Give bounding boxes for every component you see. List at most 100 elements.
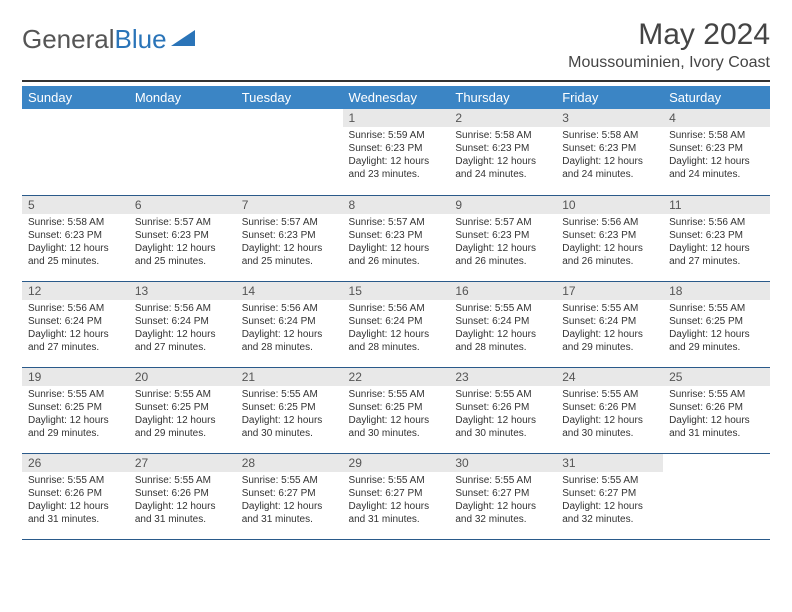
day-details: Sunrise: 5:55 AMSunset: 6:26 PMDaylight:… [129,472,236,530]
day-number: 20 [129,368,236,386]
day-number: 23 [449,368,556,386]
day-details: Sunrise: 5:55 AMSunset: 6:26 PMDaylight:… [449,386,556,444]
calendar-week-row: 5Sunrise: 5:58 AMSunset: 6:23 PMDaylight… [22,195,770,281]
day-number: 19 [22,368,129,386]
weekday-header: Friday [556,86,663,109]
calendar-day-cell: 23Sunrise: 5:55 AMSunset: 6:26 PMDayligh… [449,367,556,453]
day-number: 28 [236,454,343,472]
calendar-day-cell: 8Sunrise: 5:57 AMSunset: 6:23 PMDaylight… [343,195,450,281]
calendar-day-cell: 30Sunrise: 5:55 AMSunset: 6:27 PMDayligh… [449,453,556,539]
day-details: Sunrise: 5:55 AMSunset: 6:25 PMDaylight:… [343,386,450,444]
day-number: 15 [343,282,450,300]
calendar-day-cell: 13Sunrise: 5:56 AMSunset: 6:24 PMDayligh… [129,281,236,367]
day-number: 8 [343,196,450,214]
calendar-week-row: 26Sunrise: 5:55 AMSunset: 6:26 PMDayligh… [22,453,770,539]
day-details: Sunrise: 5:58 AMSunset: 6:23 PMDaylight:… [663,127,770,185]
day-details: Sunrise: 5:57 AMSunset: 6:23 PMDaylight:… [449,214,556,272]
calendar-day-cell: 18Sunrise: 5:55 AMSunset: 6:25 PMDayligh… [663,281,770,367]
day-details: Sunrise: 5:56 AMSunset: 6:24 PMDaylight:… [129,300,236,358]
calendar-day-cell [129,109,236,195]
day-details: Sunrise: 5:55 AMSunset: 6:27 PMDaylight:… [556,472,663,530]
location-label: Moussouminien, Ivory Coast [568,54,770,72]
day-number: 4 [663,109,770,127]
day-details: Sunrise: 5:55 AMSunset: 6:27 PMDaylight:… [236,472,343,530]
calendar-day-cell: 20Sunrise: 5:55 AMSunset: 6:25 PMDayligh… [129,367,236,453]
day-details: Sunrise: 5:55 AMSunset: 6:25 PMDaylight:… [663,300,770,358]
day-details: Sunrise: 5:55 AMSunset: 6:26 PMDaylight:… [663,386,770,444]
day-details: Sunrise: 5:55 AMSunset: 6:26 PMDaylight:… [22,472,129,530]
day-details: Sunrise: 5:56 AMSunset: 6:24 PMDaylight:… [236,300,343,358]
day-number: 27 [129,454,236,472]
day-details: Sunrise: 5:55 AMSunset: 6:27 PMDaylight:… [343,472,450,530]
day-number: 21 [236,368,343,386]
page-header: GeneralBlue May 2024 Moussouminien, Ivor… [22,18,770,72]
day-details: Sunrise: 5:56 AMSunset: 6:23 PMDaylight:… [556,214,663,272]
day-number: 29 [343,454,450,472]
weekday-header: Thursday [449,86,556,109]
calendar-day-cell: 6Sunrise: 5:57 AMSunset: 6:23 PMDaylight… [129,195,236,281]
day-number: 3 [556,109,663,127]
weekday-header: Tuesday [236,86,343,109]
calendar-week-row: 1Sunrise: 5:59 AMSunset: 6:23 PMDaylight… [22,109,770,195]
day-number: 11 [663,196,770,214]
calendar-day-cell: 27Sunrise: 5:55 AMSunset: 6:26 PMDayligh… [129,453,236,539]
logo: GeneralBlue [22,18,197,55]
day-number: 24 [556,368,663,386]
day-details: Sunrise: 5:56 AMSunset: 6:23 PMDaylight:… [663,214,770,272]
day-number: 30 [449,454,556,472]
header-divider [22,80,770,82]
day-details: Sunrise: 5:57 AMSunset: 6:23 PMDaylight:… [236,214,343,272]
day-details: Sunrise: 5:55 AMSunset: 6:26 PMDaylight:… [556,386,663,444]
day-number: 7 [236,196,343,214]
weekday-header: Wednesday [343,86,450,109]
day-details: Sunrise: 5:55 AMSunset: 6:25 PMDaylight:… [22,386,129,444]
calendar-day-cell: 15Sunrise: 5:56 AMSunset: 6:24 PMDayligh… [343,281,450,367]
weekday-header: Saturday [663,86,770,109]
calendar-day-cell: 29Sunrise: 5:55 AMSunset: 6:27 PMDayligh… [343,453,450,539]
calendar-day-cell [663,453,770,539]
day-number: 10 [556,196,663,214]
day-number: 25 [663,368,770,386]
day-details: Sunrise: 5:56 AMSunset: 6:24 PMDaylight:… [343,300,450,358]
day-number: 12 [22,282,129,300]
day-number: 18 [663,282,770,300]
calendar-body: 1Sunrise: 5:59 AMSunset: 6:23 PMDaylight… [22,109,770,539]
day-number: 26 [22,454,129,472]
calendar-day-cell: 7Sunrise: 5:57 AMSunset: 6:23 PMDaylight… [236,195,343,281]
calendar-table: SundayMondayTuesdayWednesdayThursdayFrid… [22,86,770,540]
day-details: Sunrise: 5:58 AMSunset: 6:23 PMDaylight:… [449,127,556,185]
calendar-day-cell: 10Sunrise: 5:56 AMSunset: 6:23 PMDayligh… [556,195,663,281]
calendar-day-cell: 19Sunrise: 5:55 AMSunset: 6:25 PMDayligh… [22,367,129,453]
triangle-icon [171,24,197,55]
day-details: Sunrise: 5:55 AMSunset: 6:24 PMDaylight:… [556,300,663,358]
calendar-day-cell: 21Sunrise: 5:55 AMSunset: 6:25 PMDayligh… [236,367,343,453]
calendar-day-cell: 24Sunrise: 5:55 AMSunset: 6:26 PMDayligh… [556,367,663,453]
weekday-header: Sunday [22,86,129,109]
day-number: 5 [22,196,129,214]
day-number: 2 [449,109,556,127]
day-details: Sunrise: 5:57 AMSunset: 6:23 PMDaylight:… [343,214,450,272]
day-number: 16 [449,282,556,300]
calendar-day-cell: 16Sunrise: 5:55 AMSunset: 6:24 PMDayligh… [449,281,556,367]
calendar-day-cell [22,109,129,195]
title-block: May 2024 Moussouminien, Ivory Coast [568,18,770,72]
calendar-day-cell: 26Sunrise: 5:55 AMSunset: 6:26 PMDayligh… [22,453,129,539]
day-number: 6 [129,196,236,214]
day-number: 13 [129,282,236,300]
calendar-day-cell: 3Sunrise: 5:58 AMSunset: 6:23 PMDaylight… [556,109,663,195]
day-number: 14 [236,282,343,300]
weekday-header: Monday [129,86,236,109]
day-details: Sunrise: 5:56 AMSunset: 6:24 PMDaylight:… [22,300,129,358]
day-details: Sunrise: 5:58 AMSunset: 6:23 PMDaylight:… [22,214,129,272]
day-details: Sunrise: 5:55 AMSunset: 6:27 PMDaylight:… [449,472,556,530]
day-details: Sunrise: 5:57 AMSunset: 6:23 PMDaylight:… [129,214,236,272]
calendar-header-row: SundayMondayTuesdayWednesdayThursdayFrid… [22,86,770,109]
day-number: 1 [343,109,450,127]
calendar-day-cell: 28Sunrise: 5:55 AMSunset: 6:27 PMDayligh… [236,453,343,539]
day-details: Sunrise: 5:55 AMSunset: 6:25 PMDaylight:… [236,386,343,444]
calendar-day-cell: 31Sunrise: 5:55 AMSunset: 6:27 PMDayligh… [556,453,663,539]
calendar-day-cell: 2Sunrise: 5:58 AMSunset: 6:23 PMDaylight… [449,109,556,195]
day-details: Sunrise: 5:55 AMSunset: 6:24 PMDaylight:… [449,300,556,358]
calendar-week-row: 12Sunrise: 5:56 AMSunset: 6:24 PMDayligh… [22,281,770,367]
day-details: Sunrise: 5:59 AMSunset: 6:23 PMDaylight:… [343,127,450,185]
